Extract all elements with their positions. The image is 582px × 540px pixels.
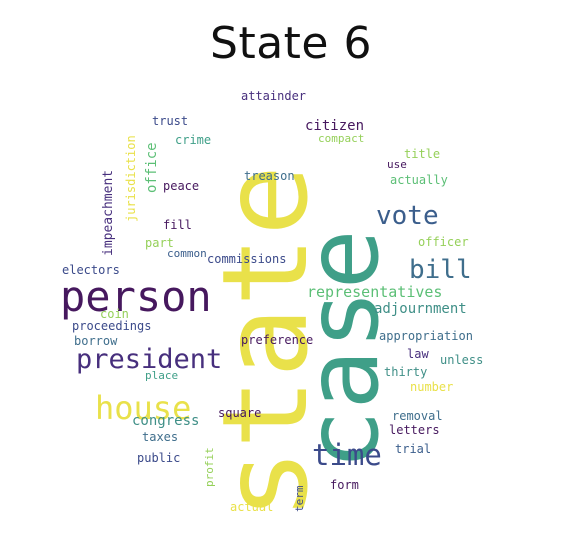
word-law: law: [407, 347, 429, 361]
word-commissions: commissions: [207, 252, 287, 266]
word-office: office: [144, 142, 160, 193]
word-treason: treason: [244, 169, 295, 183]
word-form: form: [330, 478, 359, 492]
word-case: case: [284, 229, 401, 470]
word-common: common: [167, 247, 207, 260]
word-time: time: [312, 438, 382, 472]
word-part: part: [145, 236, 174, 250]
word-citizen: citizen: [305, 118, 365, 134]
word-public: public: [137, 451, 181, 465]
word-fill: fill: [163, 218, 192, 232]
word-jurisdiction: jurisdiction: [124, 135, 138, 222]
word-title: title: [404, 147, 441, 161]
word-representatives: representatives: [307, 283, 443, 301]
word-attainder: attainder: [241, 89, 307, 103]
word-bill: bill: [409, 255, 472, 285]
word-vote: vote: [376, 201, 439, 231]
word-taxes: taxes: [142, 430, 179, 444]
word-number: number: [410, 380, 454, 394]
word-actual: actual: [230, 500, 274, 514]
word-term: term: [293, 485, 306, 513]
word-compact: compact: [318, 132, 365, 145]
word-actually: actually: [390, 173, 448, 187]
word-peace: peace: [163, 179, 200, 193]
word-borrow: borrow: [74, 334, 118, 348]
word-coin: coin: [100, 307, 129, 321]
chart-title: State 6: [210, 18, 372, 69]
word-crime: crime: [175, 133, 212, 147]
word-proceedings: proceedings: [72, 319, 152, 333]
word-letters: letters: [389, 423, 440, 437]
word-place: place: [145, 369, 179, 382]
word-thirty: thirty: [384, 365, 428, 379]
word-use: use: [387, 158, 407, 171]
word-president: president: [76, 344, 223, 375]
word-person: person: [60, 272, 212, 321]
word-square: square: [218, 406, 262, 420]
word-profit: profit: [203, 447, 216, 487]
word-trial: trial: [395, 442, 432, 456]
word-trust: trust: [152, 114, 189, 128]
word-removal: removal: [392, 409, 443, 423]
word-officer: officer: [418, 235, 469, 249]
word-unless: unless: [440, 353, 484, 367]
word-appropriation: appropriation: [379, 329, 473, 343]
word-adjournment: adjournment: [374, 301, 467, 317]
word-house: house: [95, 389, 192, 427]
word-impeachment: impeachment: [101, 169, 116, 256]
word-preference: preference: [241, 333, 314, 347]
word-electors: electors: [62, 263, 120, 277]
word-congress: congress: [132, 413, 200, 429]
